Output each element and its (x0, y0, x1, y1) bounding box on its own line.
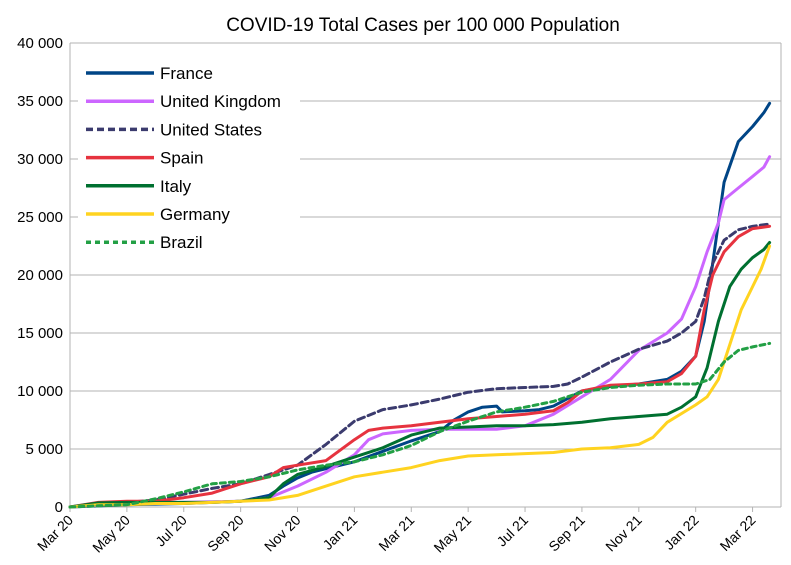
chart-title: COVID-19 Total Cases per 100 000 Populat… (226, 15, 620, 36)
y-axis-ticks: 0 5 000 10 000 15 000 20 000 25 000 30 000 35 0… (17, 35, 63, 516)
legend: France United Kingdom United States Spain It… (78, 55, 300, 255)
series-line-spain (68, 224, 772, 509)
y-tick-label: 0 (55, 499, 63, 516)
legend-label: United Kingdom (160, 92, 281, 111)
legend-label: Italy (160, 177, 192, 196)
series-line-germany (68, 244, 772, 509)
legend-label: Germany (160, 205, 230, 224)
y-tick-label: 30 000 (17, 151, 63, 168)
legend-label: Brazil (160, 233, 203, 252)
series-lines (68, 101, 772, 509)
series-line-brazil (68, 341, 772, 509)
y-tick-label: 15 000 (17, 325, 63, 342)
y-tick-label: 35 000 (17, 93, 63, 110)
y-tick-label: 20 000 (17, 267, 63, 284)
y-tick-label: 5 000 (25, 441, 63, 458)
y-tick-label: 25 000 (17, 209, 63, 226)
legend-label: United States (160, 120, 262, 139)
y-tick-label: 40 000 (17, 35, 63, 52)
legend-label: France (160, 64, 213, 83)
legend-label: Spain (160, 149, 203, 168)
y-tick-label: 10 000 (17, 383, 63, 400)
legend-background (78, 55, 300, 255)
